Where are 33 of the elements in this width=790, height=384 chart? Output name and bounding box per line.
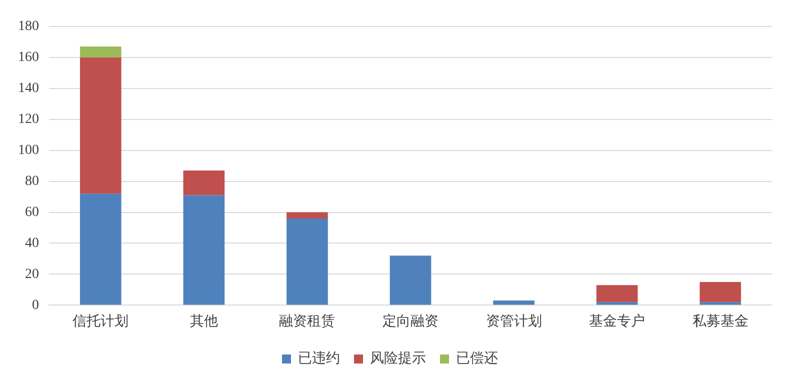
- legend-label: 风险提示: [370, 350, 426, 367]
- x-tick-label: 资管计划: [486, 313, 542, 330]
- bar: [596, 285, 638, 302]
- bar: [286, 212, 328, 218]
- bar: [80, 57, 122, 194]
- x-tick-label: 定向融资: [382, 313, 438, 330]
- y-tick-label: 180: [18, 19, 39, 34]
- bar: [80, 194, 122, 305]
- y-tick-label: 100: [18, 142, 39, 158]
- bar: [183, 170, 225, 196]
- y-tick-label: 40: [25, 236, 39, 251]
- bar: [390, 256, 432, 305]
- y-tick-label: 60: [25, 204, 39, 220]
- x-tick-label: 其他: [190, 313, 218, 330]
- x-tick-label: 信托计划: [72, 313, 129, 330]
- y-tick-label: 140: [18, 81, 39, 96]
- y-tick-label: 120: [18, 112, 39, 128]
- x-tick-label: 私募基金: [692, 313, 748, 330]
- x-tick-label: 融资租赁: [279, 313, 336, 330]
- legend-label: 已违约: [298, 350, 340, 367]
- bar: [596, 302, 638, 305]
- bar: [493, 300, 534, 305]
- y-tick-label: 80: [25, 174, 39, 189]
- legend-label: 已偿还: [456, 350, 498, 367]
- y-tick-label: 160: [18, 50, 39, 66]
- y-tick-label: 0: [32, 298, 39, 313]
- bar: [286, 218, 328, 305]
- bar: [80, 46, 122, 58]
- y-tick-label: 20: [25, 266, 39, 282]
- bar: [700, 282, 742, 302]
- bar: [183, 195, 225, 305]
- bar: [700, 302, 742, 305]
- x-tick-label: 基金专户: [589, 313, 646, 330]
